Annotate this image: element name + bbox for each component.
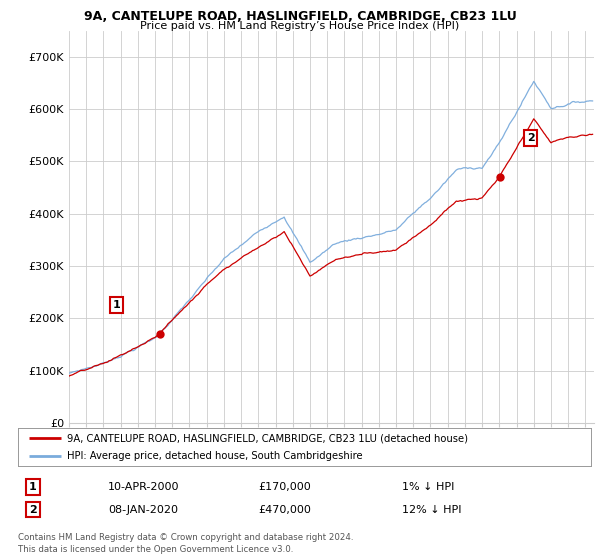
Text: Price paid vs. HM Land Registry’s House Price Index (HPI): Price paid vs. HM Land Registry’s House … [140, 21, 460, 31]
Text: £170,000: £170,000 [258, 482, 311, 492]
Text: Contains HM Land Registry data © Crown copyright and database right 2024.
This d: Contains HM Land Registry data © Crown c… [18, 533, 353, 554]
Text: 2: 2 [29, 505, 37, 515]
Text: 1% ↓ HPI: 1% ↓ HPI [402, 482, 454, 492]
Text: 12% ↓ HPI: 12% ↓ HPI [402, 505, 461, 515]
Text: 1: 1 [29, 482, 37, 492]
Text: 9A, CANTELUPE ROAD, HASLINGFIELD, CAMBRIDGE, CB23 1LU: 9A, CANTELUPE ROAD, HASLINGFIELD, CAMBRI… [83, 10, 517, 23]
Text: 2: 2 [527, 133, 535, 143]
Text: 9A, CANTELUPE ROAD, HASLINGFIELD, CAMBRIDGE, CB23 1LU (detached house): 9A, CANTELUPE ROAD, HASLINGFIELD, CAMBRI… [67, 433, 468, 443]
Text: HPI: Average price, detached house, South Cambridgeshire: HPI: Average price, detached house, Sout… [67, 451, 362, 461]
Text: £470,000: £470,000 [258, 505, 311, 515]
Text: 10-APR-2000: 10-APR-2000 [108, 482, 179, 492]
Text: 08-JAN-2020: 08-JAN-2020 [108, 505, 178, 515]
Text: 1: 1 [113, 300, 121, 310]
